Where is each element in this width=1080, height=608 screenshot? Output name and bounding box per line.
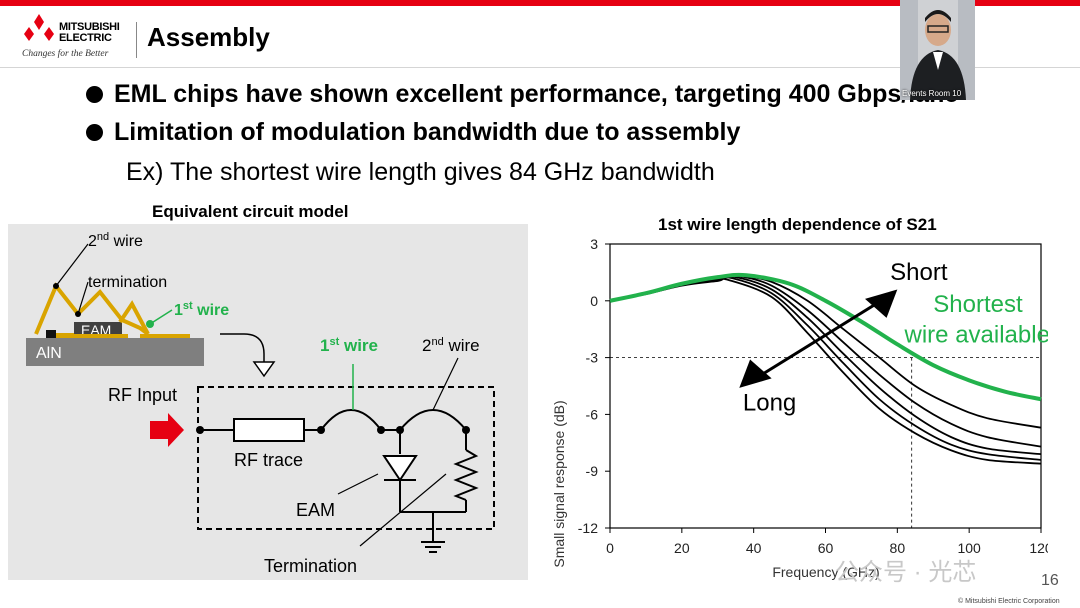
- copyright-text: © Mitsubishi Electric Corporation: [958, 598, 1060, 605]
- wire1-circuit-label: 1st wire: [320, 336, 378, 355]
- eam-label: EAM: [296, 500, 335, 520]
- package-boundary: [197, 386, 495, 530]
- bullet-point-1: EML chips have shown excellent performan…: [86, 80, 958, 109]
- video-room-label: Events Room 10: [902, 89, 962, 98]
- circuit-panel: [8, 224, 528, 580]
- s21-line-chart: 0 20 40 60 80 100 120 3 0 -3 -6 -9 -12 Short Long Shor…: [551, 236, 1048, 580]
- equivalent-circuit-diagram: AlN EAM 2nd wire termination 1st wire RF…: [26, 231, 495, 576]
- rf-input-label: RF Input: [108, 385, 177, 405]
- y-tick-label-5: -12: [578, 520, 598, 536]
- title-divider: [136, 22, 137, 58]
- y-tick-label-0: 3: [590, 236, 598, 252]
- x-tick-label-1: 20: [674, 540, 690, 556]
- annotation-long: Long: [743, 390, 796, 417]
- aln-substrate: [26, 338, 204, 366]
- slide-title: Assembly: [147, 22, 270, 52]
- bullet-text-1: EML chips have shown excellent performan…: [114, 80, 959, 108]
- x-tick-label-4: 80: [890, 540, 906, 556]
- x-tick-label-2: 40: [746, 540, 762, 556]
- watermark-text: 公众号 · 光芯: [835, 559, 977, 586]
- chart-title: 1st wire length dependence of S21: [658, 215, 937, 234]
- wire2-circuit-label: 2nd wire: [422, 336, 480, 355]
- annotation-shortest: Shortest: [933, 291, 1023, 318]
- x-axis-label: Frequency (GHz): [772, 564, 879, 580]
- s21-series-0: [609, 272, 1042, 402]
- termination-label: Termination: [264, 556, 357, 576]
- wire1-callout: 1st wire: [174, 300, 229, 319]
- wire2-callout: 2nd wire: [88, 231, 143, 250]
- sub-point-example: Ex) The shortest wire length gives 84 GH…: [126, 158, 715, 186]
- x-tick-label-0: 0: [606, 540, 614, 556]
- plot-area: [609, 243, 1042, 529]
- logo-wordmark: MITSUBISHI ELECTRIC: [59, 22, 120, 44]
- rf-input-arrow-icon: [150, 413, 184, 447]
- substrate-label: AlN: [36, 345, 62, 362]
- rf-trace-resistor: [233, 418, 305, 442]
- bullet-dot-icon: [86, 124, 103, 141]
- curved-arrow-icon: [220, 333, 265, 364]
- x-tick-label-5: 100: [957, 540, 981, 556]
- logo-text-line-1: MITSUBISHI: [59, 21, 120, 33]
- y-tick-label-3: -6: [586, 406, 599, 422]
- y-axis-label: Small signal response (dB): [551, 400, 567, 567]
- page-number: 16: [1041, 572, 1059, 589]
- y-tick-label-2: -3: [586, 350, 599, 366]
- logo-text-line-2: ELECTRIC: [59, 32, 112, 44]
- annotation-wire-available: wire available: [904, 321, 1048, 348]
- wire2-inductor: [399, 409, 467, 431]
- termination-callout: termination: [88, 274, 167, 291]
- x-tick-label-6: 120: [1029, 540, 1048, 556]
- termination-resistor-icon: [453, 449, 479, 501]
- x-tick-label-3: 60: [818, 540, 834, 556]
- bullet-dot-icon: [86, 86, 103, 103]
- bullet-text-2: Limitation of modulation bandwidth due t…: [114, 118, 741, 146]
- mitsubishi-logo: MITSUBISHI ELECTRIC Changes for the Bett…: [22, 14, 132, 62]
- presenter-video[interactable]: Events Room 10: [900, 0, 975, 100]
- wire1-inductor: [320, 409, 382, 431]
- bullet-point-2: Limitation of modulation bandwidth due t…: [86, 118, 740, 147]
- rf-trace-label: RF trace: [234, 450, 303, 470]
- eam-diode-icon: [382, 455, 418, 482]
- header-rule: [0, 67, 1080, 68]
- annotation-short: Short: [890, 259, 948, 286]
- presenter-avatar-icon: [900, 0, 975, 100]
- logo-tagline: Changes for the Better: [22, 49, 109, 59]
- y-tick-label-1: 0: [590, 293, 598, 309]
- short-long-arrow: [745, 293, 891, 386]
- y-tick-label-4: -9: [586, 463, 599, 479]
- arrowhead-short-icon: [865, 289, 898, 318]
- three-diamonds-icon: [24, 14, 54, 41]
- top-accent-bar: [0, 0, 1080, 6]
- circuit-heading: Equivalent circuit model: [152, 202, 349, 221]
